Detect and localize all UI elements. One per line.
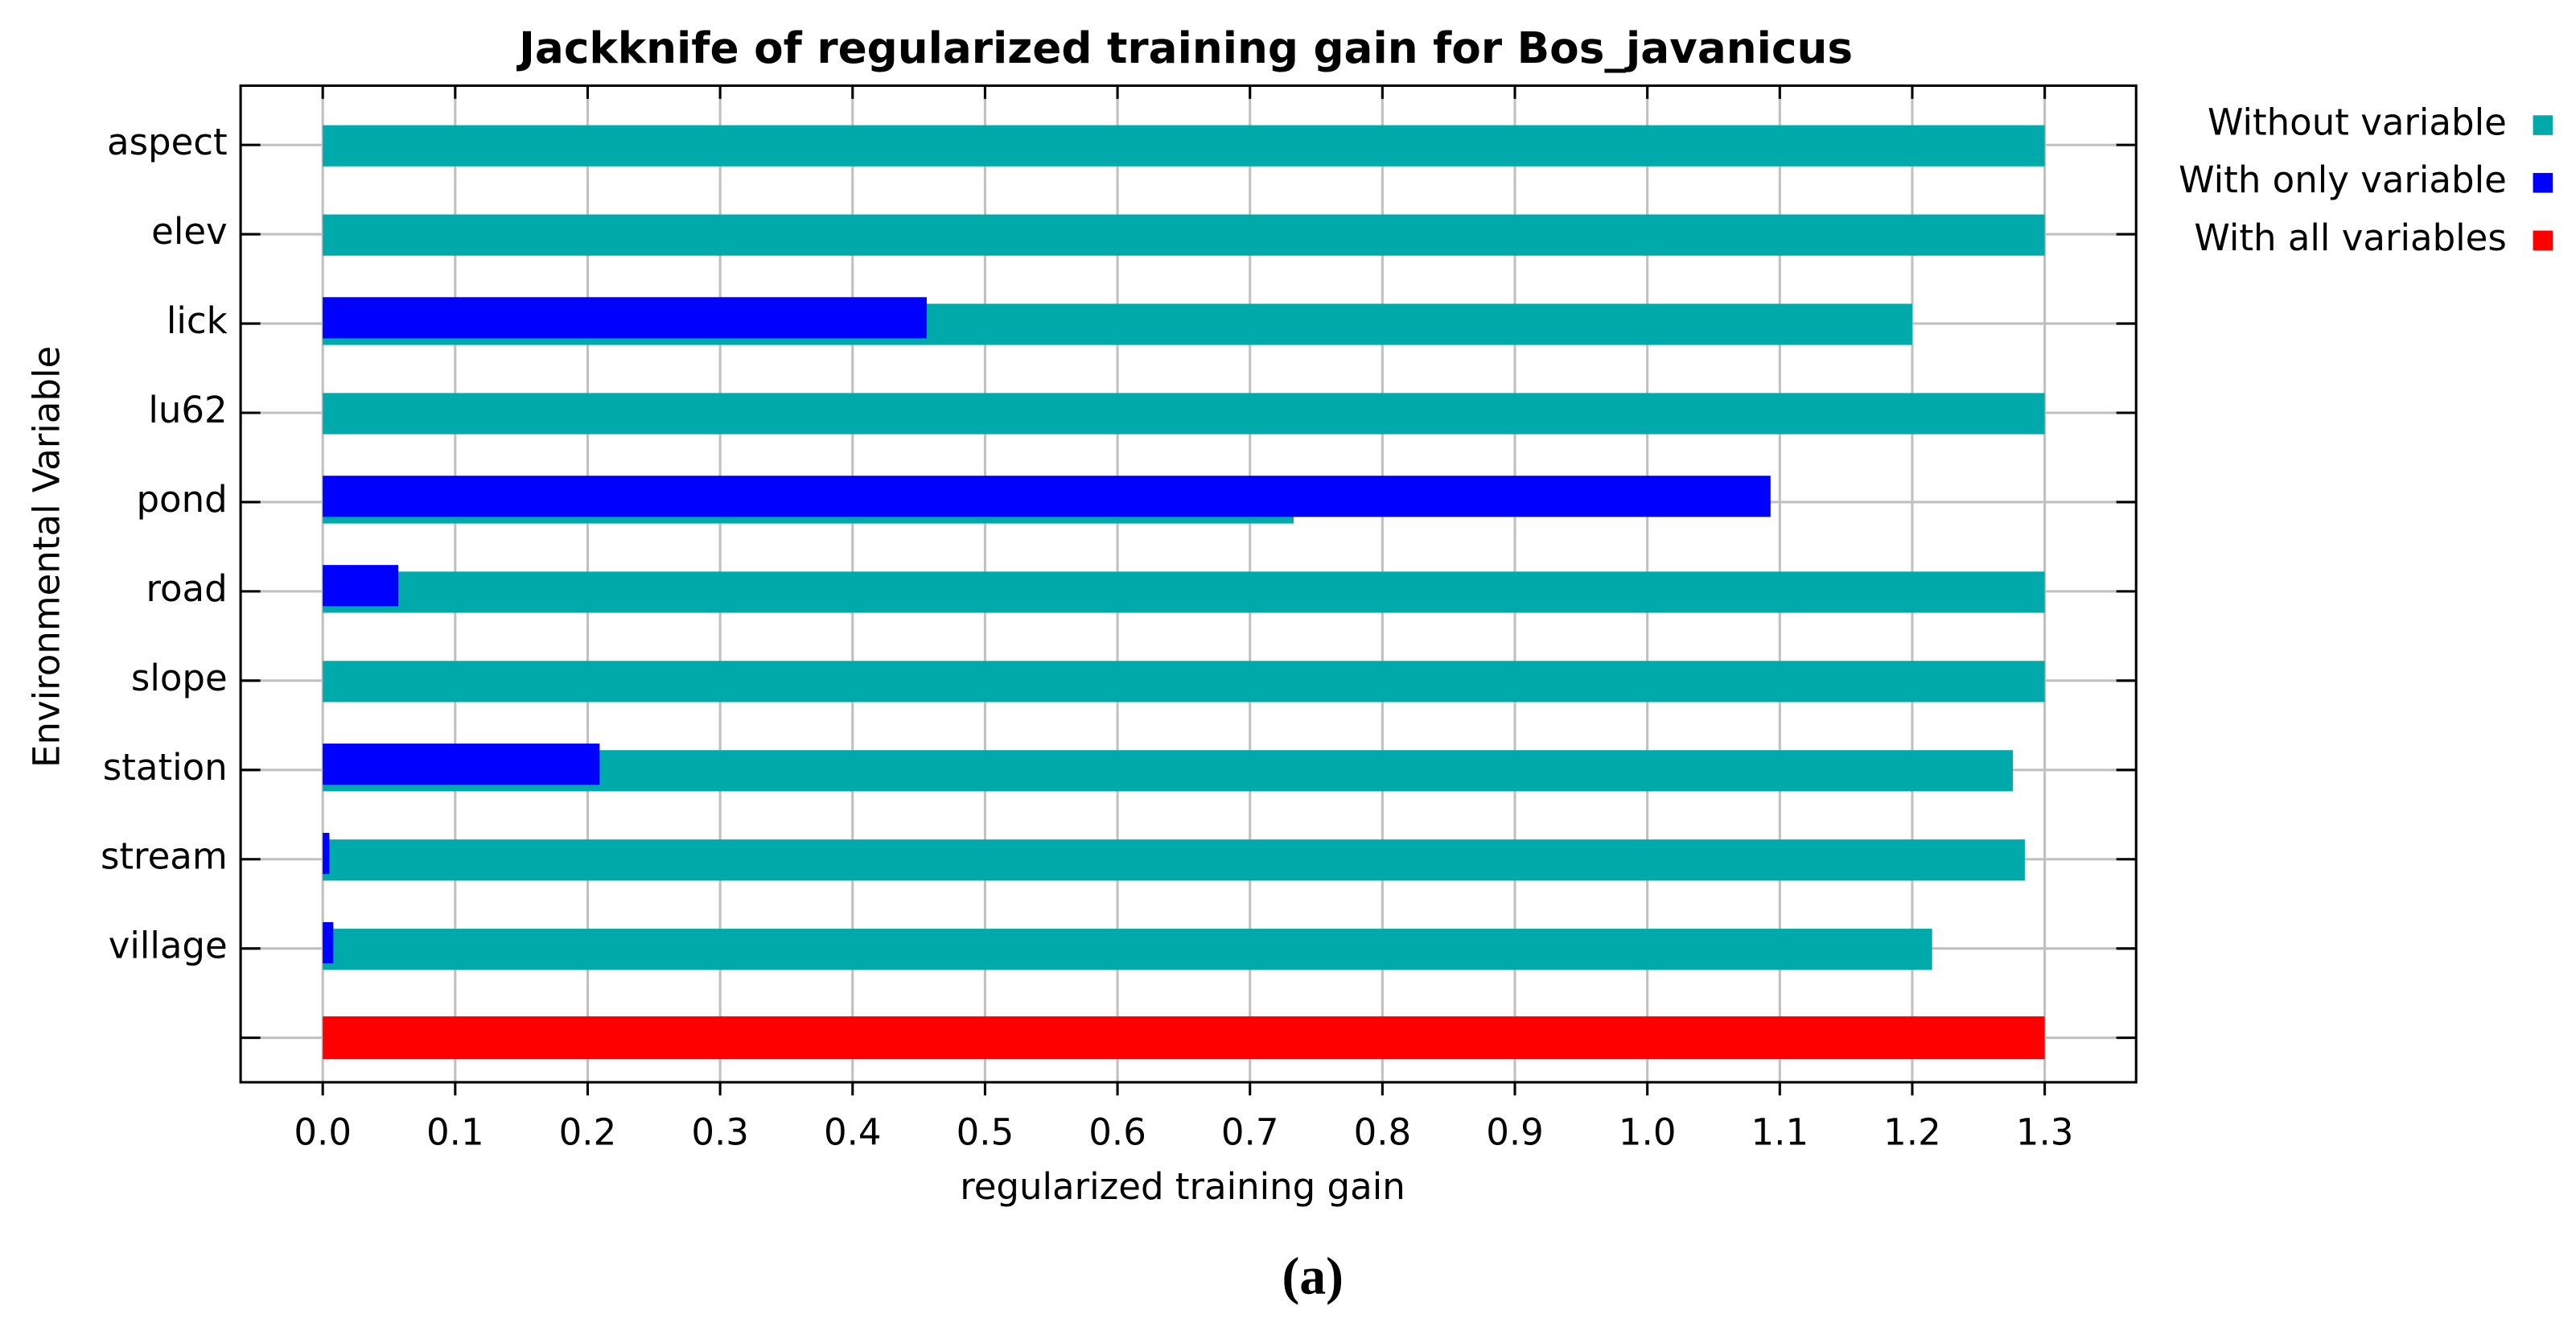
x-tick-label: 1.0 [1619, 1111, 1677, 1153]
bar [323, 297, 927, 339]
bar [323, 661, 2045, 703]
y-tick-label: village [109, 925, 228, 967]
x-tick-label: 0.0 [294, 1111, 352, 1153]
bar [323, 744, 600, 785]
bar [323, 571, 2045, 613]
legend-swatch [2533, 230, 2553, 251]
caption: (a) [1282, 1248, 1344, 1306]
x-tick-label: 1.2 [1883, 1111, 1941, 1153]
bars [323, 125, 2045, 1060]
y-tick-label: aspect [107, 121, 228, 163]
y-axis-label: Environmental Variable [26, 346, 68, 768]
legend-label: With all variables [2194, 216, 2506, 259]
y-tick-label: slope [131, 657, 228, 699]
y-tick-label: lu62 [148, 389, 227, 431]
x-tick-label: 0.1 [426, 1111, 484, 1153]
y-tick-label: station [103, 746, 228, 789]
y-tick-label: pond [136, 478, 227, 521]
bar [323, 565, 399, 607]
y-tick-label: lick [167, 299, 228, 342]
legend-label: Without variable [2208, 101, 2507, 144]
bar [323, 921, 334, 964]
x-tick-label: 1.1 [1751, 1111, 1809, 1153]
axes: 0.0 0.1 0.2 0.3 0.4 0.5 0.6 0.7 0.8 0.9 1.0 1.1 1.2 1… [101, 85, 2137, 1153]
legend-label: With only variable [2179, 159, 2507, 201]
y-tick-label: road [146, 567, 227, 610]
x-tick-label: 0.3 [691, 1111, 749, 1153]
bar [323, 839, 2025, 881]
y-tick-label: stream [101, 835, 228, 878]
bar [323, 214, 2045, 256]
legend: Without variable With only variable With a… [2179, 101, 2553, 259]
bar [323, 750, 2014, 792]
y-tick-label: elev [151, 210, 228, 253]
bar [323, 929, 1932, 970]
legend-swatch [2533, 172, 2553, 193]
bar [323, 393, 2045, 435]
legend-swatch [2533, 115, 2553, 135]
bar [323, 476, 1771, 517]
x-tick-label: 0.8 [1354, 1111, 1412, 1153]
bar [323, 832, 330, 875]
x-tick-label: 0.5 [957, 1111, 1014, 1153]
x-tick-label: 0.4 [824, 1111, 882, 1153]
bar [323, 125, 2045, 167]
x-tick-label: 0.6 [1088, 1111, 1146, 1153]
plot-frame [239, 84, 2138, 1084]
bar [323, 1016, 2045, 1060]
x-tick-label: 0.9 [1486, 1111, 1544, 1153]
x-tick-label: 0.7 [1221, 1111, 1279, 1153]
x-tick-label: 1.3 [2016, 1111, 2074, 1153]
x-tick-label: 0.2 [559, 1111, 617, 1153]
x-axis-label: regularized training gain [960, 1165, 1405, 1208]
chart-title: Jackknife of regularized training gain f… [516, 23, 1853, 73]
